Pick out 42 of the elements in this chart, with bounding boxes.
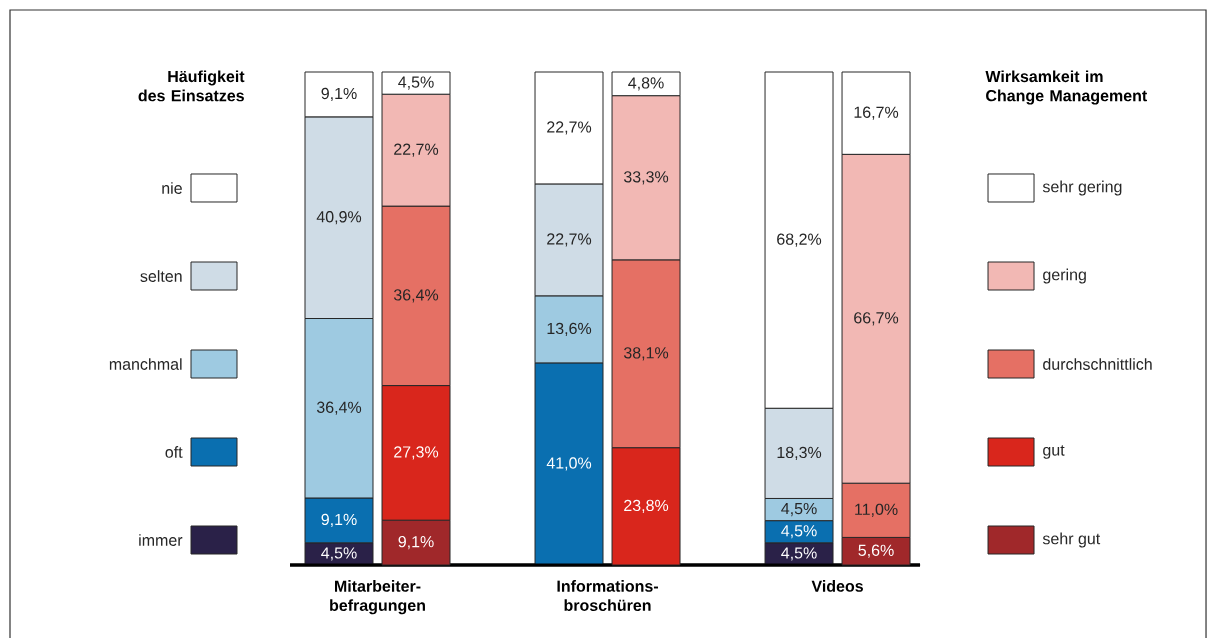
data-label: 18,3% — [777, 446, 822, 460]
data-label: 36,4% — [393, 289, 439, 303]
data-label: 9,1% — [321, 513, 357, 528]
data-label: 4,5% — [398, 76, 434, 90]
data-label: 5,6% — [858, 544, 894, 558]
x-tick-label: Mitarbeiter-befragungen — [330, 580, 425, 615]
data-label: 22,7% — [394, 143, 439, 157]
legend-label: selten — [140, 270, 182, 282]
legend-title: Wirksamkeit im Change Management — [985, 70, 1148, 105]
data-label: 11,0% — [855, 503, 898, 517]
legend-label: immer — [139, 534, 183, 546]
legend-label: gut — [1043, 445, 1065, 459]
data-label: 68,2% — [777, 233, 822, 247]
legend-label: manchmal — [109, 358, 182, 370]
data-label: 16,7% — [854, 106, 899, 120]
legend-label: oft — [165, 446, 183, 458]
data-label: 4,5% — [321, 547, 357, 561]
legend-label: sehr gering — [1042, 180, 1122, 196]
data-label: 27,3% — [394, 446, 439, 460]
data-label: 38,1% — [623, 347, 669, 361]
legend-label: nie — [162, 182, 182, 194]
data-label: 9,1% — [398, 535, 434, 550]
x-tick-label: Videos — [811, 580, 863, 592]
data-label: 66,7% — [854, 312, 899, 326]
legend-label: sehr gut — [1042, 532, 1101, 548]
legend-label: durchschnittlich — [1043, 358, 1152, 370]
x-tick-label: Informations-broschüren — [557, 580, 658, 612]
data-label: 23,8% — [624, 499, 669, 513]
data-label: 4,5% — [781, 547, 817, 561]
data-label: 4,5% — [781, 502, 817, 517]
data-label: 40,9% — [316, 211, 362, 225]
legend-title: Häufigkeit des Einsatzes — [138, 70, 245, 102]
data-label: 33,3% — [623, 171, 669, 185]
data-label: 41,0% — [546, 457, 592, 471]
data-label: 9,1% — [321, 87, 357, 102]
data-label: 13,6% — [547, 322, 592, 336]
legend-label: gering — [1043, 268, 1086, 284]
data-label: 4,5% — [781, 525, 817, 539]
data-label: 4,8% — [628, 77, 664, 91]
data-label: 36,4% — [316, 401, 362, 415]
data-label: 22,7% — [547, 233, 592, 247]
data-label: 22,7% — [547, 121, 592, 135]
